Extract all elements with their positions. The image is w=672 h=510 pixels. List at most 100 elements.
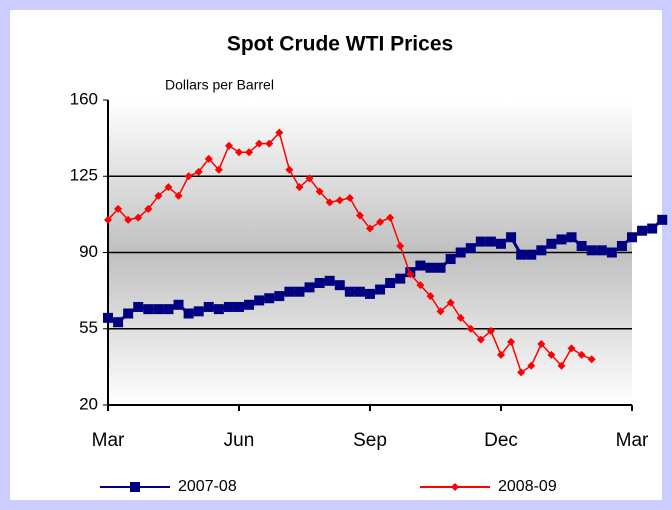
point	[556, 234, 567, 245]
point	[436, 307, 445, 316]
point	[144, 204, 153, 213]
point	[204, 154, 213, 163]
point	[507, 337, 516, 346]
subtitle: Dollars per Barrel	[165, 77, 274, 93]
point	[396, 241, 405, 250]
point	[184, 172, 193, 181]
point	[627, 232, 637, 243]
point	[254, 295, 265, 306]
point	[486, 326, 495, 335]
point	[497, 350, 505, 359]
point	[194, 167, 203, 176]
point	[264, 293, 275, 304]
point	[536, 245, 547, 256]
point	[285, 165, 294, 174]
point	[143, 304, 154, 315]
point	[435, 262, 446, 273]
point	[234, 301, 244, 312]
point	[446, 298, 455, 307]
point	[386, 213, 395, 222]
point	[456, 313, 465, 322]
legend-marker	[451, 483, 459, 491]
point	[517, 368, 526, 377]
point	[496, 238, 506, 249]
point	[284, 286, 295, 297]
point	[365, 288, 375, 299]
point	[466, 324, 475, 333]
point	[305, 174, 314, 183]
point	[596, 245, 607, 256]
point	[465, 243, 476, 254]
point	[203, 301, 214, 312]
point	[557, 361, 566, 370]
legend-label: 2008-09	[498, 478, 557, 495]
point	[324, 275, 335, 286]
point	[547, 350, 556, 359]
point	[275, 128, 284, 137]
point	[224, 141, 233, 150]
point	[506, 232, 517, 243]
legend-label: 2007-08	[178, 478, 237, 495]
y-tick-label: 160	[70, 89, 98, 108]
point	[537, 340, 546, 348]
point	[193, 306, 204, 317]
point	[366, 224, 374, 233]
x-tick-label: Mar	[616, 430, 649, 451]
x-tick-label: Jun	[224, 430, 255, 451]
x-tick-label: Sep	[353, 430, 387, 451]
point	[637, 225, 648, 236]
point	[304, 282, 315, 293]
point	[385, 278, 396, 288]
point	[425, 262, 436, 273]
point	[416, 281, 425, 290]
y-tick-label: 20	[79, 394, 98, 413]
point	[567, 344, 576, 353]
x-tick-label: Dec	[484, 430, 518, 451]
point	[354, 286, 365, 297]
point	[314, 278, 325, 288]
point	[334, 280, 345, 291]
point	[485, 236, 496, 247]
point	[546, 238, 557, 249]
x-tick-label: Mar	[92, 430, 125, 451]
point	[294, 286, 305, 297]
point	[114, 204, 123, 213]
point	[406, 270, 415, 279]
point	[245, 148, 254, 157]
point	[586, 245, 597, 256]
point	[163, 304, 174, 315]
point	[315, 187, 324, 196]
point	[516, 249, 527, 260]
y-tick-label: 125	[70, 166, 98, 185]
point	[223, 301, 234, 312]
point	[395, 273, 406, 284]
point	[174, 191, 183, 200]
point	[325, 198, 334, 207]
point	[133, 301, 144, 312]
point	[104, 215, 112, 224]
point	[355, 211, 364, 220]
point	[265, 139, 274, 148]
legend-marker	[130, 482, 140, 492]
point	[335, 196, 344, 205]
point	[213, 304, 224, 315]
point	[123, 308, 134, 319]
point	[426, 292, 435, 301]
point	[415, 260, 426, 271]
point	[577, 350, 586, 359]
point	[274, 291, 285, 302]
point	[255, 139, 264, 148]
point	[616, 240, 627, 251]
point	[566, 232, 577, 243]
point	[475, 236, 486, 247]
point	[113, 317, 124, 328]
point	[183, 308, 194, 319]
point	[154, 191, 163, 200]
point	[657, 214, 668, 225]
point	[295, 183, 304, 192]
point	[526, 249, 537, 260]
point	[134, 213, 143, 222]
point	[376, 218, 385, 226]
point	[103, 312, 113, 323]
